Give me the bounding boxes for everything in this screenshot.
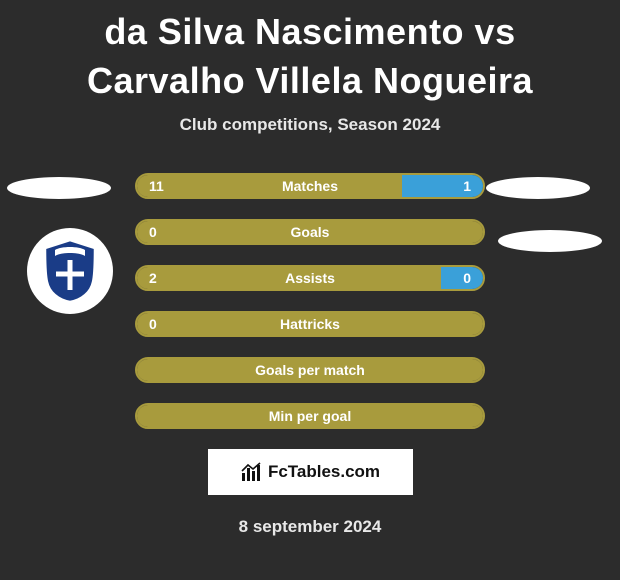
stat-fill-left [137, 175, 402, 197]
comparison-title: da Silva Nascimento vs Carvalho Villela … [0, 0, 620, 115]
stat-fill-left [137, 267, 441, 289]
stat-fill-left [137, 313, 483, 335]
branding-box[interactable]: FcTables.com [208, 449, 413, 495]
stat-fill-right [402, 175, 483, 197]
stat-row: Min per goal [135, 403, 485, 429]
footer-date: 8 september 2024 [0, 517, 620, 537]
stat-fill-left [137, 405, 483, 427]
comparison-subtitle: Club competitions, Season 2024 [0, 115, 620, 135]
stat-fill-right [441, 267, 483, 289]
stat-fill-left [137, 221, 483, 243]
stat-row: Assists20 [135, 265, 485, 291]
stat-fill-left [137, 359, 483, 381]
stat-row: Matches111 [135, 173, 485, 199]
fctables-icon [240, 461, 262, 483]
stat-row: Goals0 [135, 219, 485, 245]
branding-text: FcTables.com [268, 462, 380, 482]
stats-container: Matches111 Goals0 Assists20 Hattricks0 Goals… [0, 173, 620, 429]
stat-row: Goals per match [135, 357, 485, 383]
stat-row: Hattricks0 [135, 311, 485, 337]
